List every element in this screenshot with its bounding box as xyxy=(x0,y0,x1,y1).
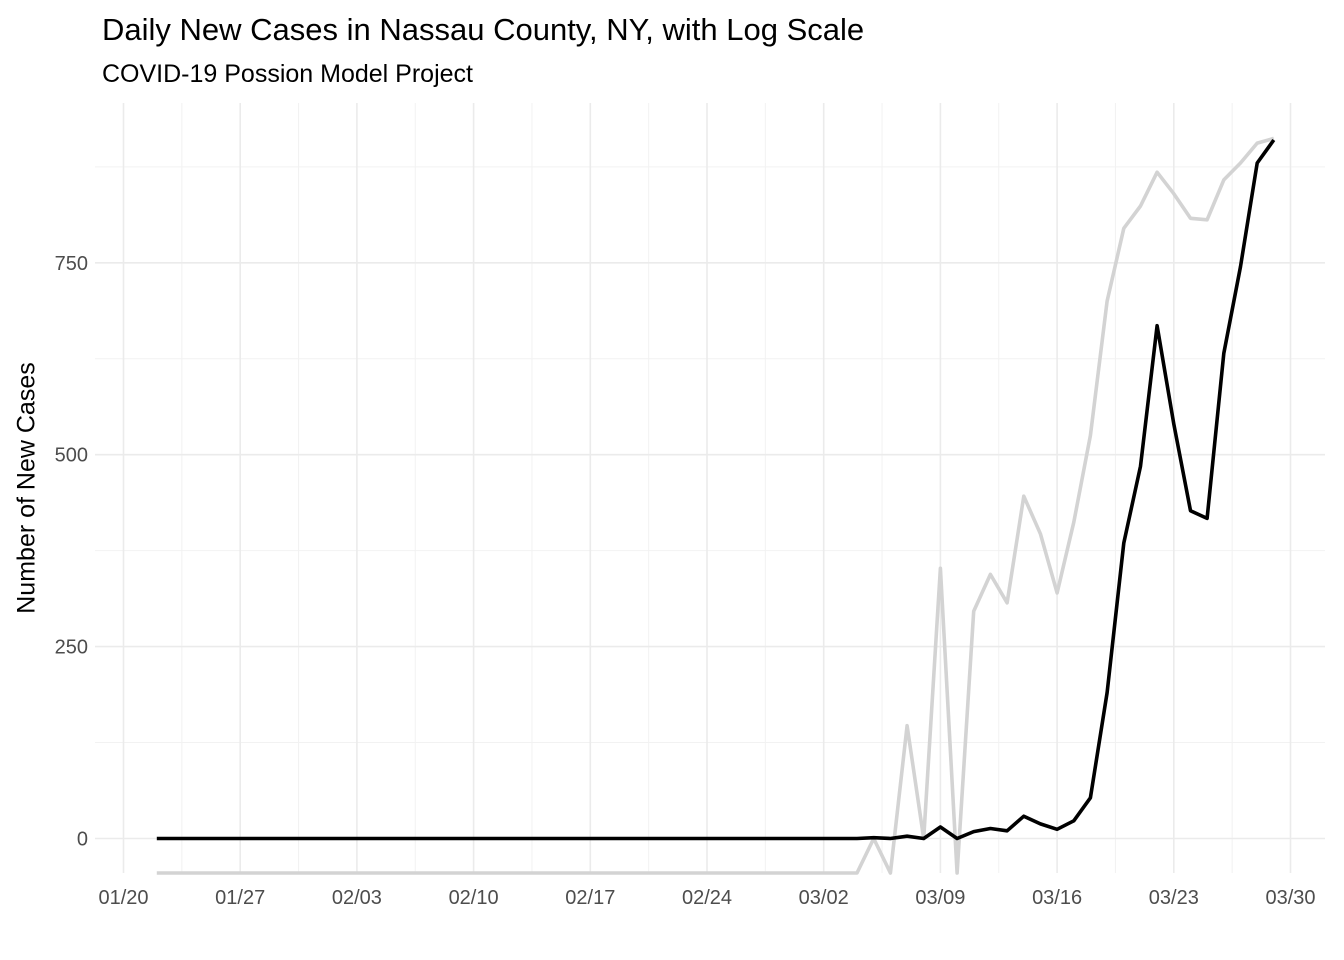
x-tick-label: 03/09 xyxy=(915,887,965,909)
grid-major xyxy=(95,103,1325,873)
x-tick-label: 01/27 xyxy=(215,887,265,909)
x-tick-label: 03/16 xyxy=(1032,887,1082,909)
x-tick-label: 01/20 xyxy=(98,887,148,909)
series-line xyxy=(156,138,1276,841)
y-tick-label: 500 xyxy=(55,445,88,467)
y-tick-label: 0 xyxy=(77,829,88,851)
chart-title: Daily New Cases in Nassau County, NY, wi… xyxy=(102,12,865,47)
y-tick-label: 250 xyxy=(55,637,88,659)
x-tick-label: 02/24 xyxy=(682,887,732,909)
x-tick-label: 03/23 xyxy=(1149,887,1199,909)
series-line xyxy=(156,136,1275,875)
x-tick-label: 03/30 xyxy=(1265,887,1315,909)
x-tick-label: 02/17 xyxy=(565,887,615,909)
chart-subtitle: COVID-19 Possion Model Project xyxy=(102,60,473,88)
series-layer xyxy=(156,136,1276,875)
tick-labels: 01/20 01/27 02/03 02/10 02/17 02/24 03/02 03/09… xyxy=(55,253,1316,909)
x-tick-label: 02/10 xyxy=(449,887,499,909)
x-tick-label: 03/02 xyxy=(799,887,849,909)
y-tick-label: 750 xyxy=(55,253,88,275)
grid-minor xyxy=(95,103,1325,873)
x-tick-label: 02/03 xyxy=(332,887,382,909)
